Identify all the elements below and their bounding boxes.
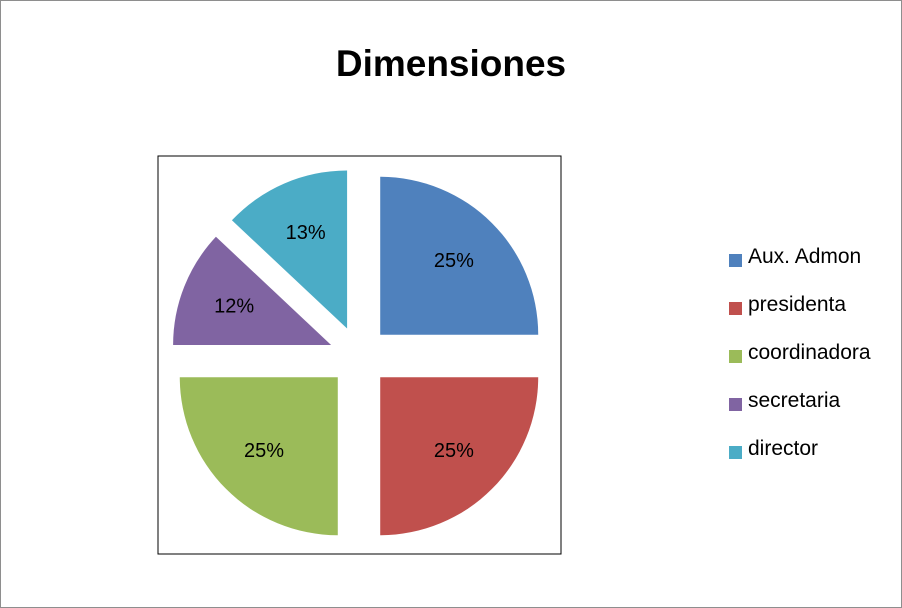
legend-label: coordinadora bbox=[748, 341, 871, 364]
legend: Aux. Admon presidenta coordinadora secretar… bbox=[729, 245, 871, 485]
legend-swatch bbox=[729, 446, 742, 459]
pie-slice-coordinadora bbox=[179, 377, 338, 536]
legend-swatch bbox=[729, 398, 742, 411]
legend-item-coordinadora: coordinadora bbox=[729, 341, 871, 389]
legend-item-secretaria: secretaria bbox=[729, 389, 871, 437]
legend-swatch bbox=[729, 350, 742, 363]
data-label-aux-admon: 25% bbox=[434, 250, 474, 272]
legend-label: presidenta bbox=[748, 293, 847, 316]
legend-item-aux-admon: Aux. Admon bbox=[729, 245, 871, 293]
pie-slice-aux-admon bbox=[380, 176, 539, 335]
pie-slice-presidenta bbox=[380, 377, 539, 536]
pie-slice-director bbox=[231, 170, 348, 329]
legend-label: director bbox=[748, 437, 819, 460]
legend-label: Aux. Admon bbox=[748, 245, 862, 268]
pie-slice-secretaria bbox=[173, 236, 332, 345]
legend-swatch bbox=[729, 254, 742, 267]
data-label-director: 13% bbox=[286, 222, 326, 244]
plot-area-border bbox=[157, 155, 562, 555]
data-label-presidenta: 25% bbox=[434, 440, 474, 462]
legend-label: secretaria bbox=[748, 389, 841, 412]
legend-item-presidenta: presidenta bbox=[729, 293, 871, 341]
legend-swatch bbox=[729, 302, 742, 315]
data-label-coordinadora: 25% bbox=[244, 440, 284, 462]
data-label-secretaria: 12% bbox=[214, 296, 254, 318]
legend-item-director: director bbox=[729, 437, 871, 485]
chart-title: Dimensiones bbox=[335, 43, 567, 84]
